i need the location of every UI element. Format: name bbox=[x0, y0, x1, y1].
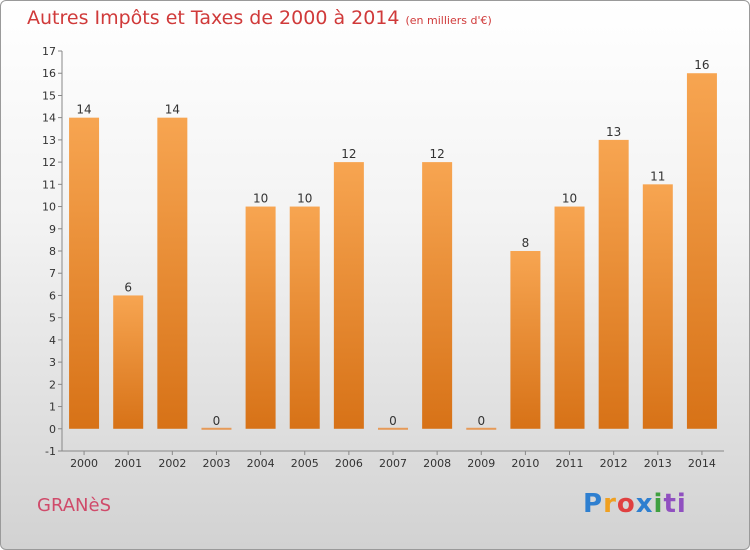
y-tick-label: 6 bbox=[49, 289, 56, 302]
bar bbox=[378, 427, 408, 430]
bar bbox=[554, 206, 585, 429]
y-tick-label: 16 bbox=[42, 67, 56, 80]
data-label: 11 bbox=[650, 169, 665, 183]
y-tick-label: 11 bbox=[42, 178, 56, 191]
data-label: 14 bbox=[76, 103, 91, 117]
y-tick-label: 4 bbox=[49, 334, 56, 347]
bar bbox=[69, 117, 100, 429]
data-label: 10 bbox=[253, 192, 268, 206]
x-tick-label: 2002 bbox=[158, 457, 186, 470]
y-tick-label: 13 bbox=[42, 134, 56, 147]
bar bbox=[686, 73, 717, 429]
x-tick-label: 2013 bbox=[644, 457, 672, 470]
bar bbox=[289, 206, 320, 429]
data-label: 12 bbox=[341, 147, 356, 161]
logo-letter: ti bbox=[663, 489, 687, 519]
logo-letter: r bbox=[603, 489, 617, 519]
data-label: 10 bbox=[562, 192, 577, 206]
logo-letter: i bbox=[653, 489, 664, 519]
y-tick-label: 9 bbox=[49, 223, 56, 236]
y-tick-label: -1 bbox=[45, 445, 56, 458]
y-tick-label: 12 bbox=[42, 156, 56, 169]
bar bbox=[333, 162, 364, 429]
proxiti-logo: Proxiti bbox=[583, 489, 687, 519]
data-label: 16 bbox=[694, 58, 709, 72]
x-tick-label: 2005 bbox=[291, 457, 319, 470]
chart-title: Autres Impôts et Taxes de 2000 à 2014 (en… bbox=[27, 7, 492, 29]
y-tick-label: 15 bbox=[42, 89, 56, 102]
y-tick-label: 0 bbox=[49, 423, 56, 436]
bar bbox=[422, 162, 453, 429]
x-tick-label: 2012 bbox=[600, 457, 628, 470]
bar bbox=[245, 206, 276, 429]
y-tick-label: 8 bbox=[49, 245, 56, 258]
chart-unit: (en milliers d'€) bbox=[405, 14, 492, 27]
x-tick-label: 2009 bbox=[467, 457, 495, 470]
x-tick-label: 2003 bbox=[202, 457, 230, 470]
x-tick-label: 2014 bbox=[688, 457, 716, 470]
x-tick-label: 2000 bbox=[70, 457, 98, 470]
bar bbox=[201, 427, 232, 430]
bar bbox=[510, 251, 541, 429]
y-tick-label: 14 bbox=[42, 112, 56, 125]
data-label: 0 bbox=[477, 414, 485, 428]
logo-letter: o bbox=[616, 489, 636, 519]
y-tick-label: 10 bbox=[42, 201, 56, 214]
y-tick-label: 1 bbox=[49, 401, 56, 414]
bar bbox=[113, 295, 144, 429]
data-label: 12 bbox=[429, 147, 444, 161]
commune-name: GRANèS bbox=[37, 495, 112, 516]
data-label: 0 bbox=[213, 414, 221, 428]
data-label: 10 bbox=[297, 192, 312, 206]
x-tick-label: 2004 bbox=[247, 457, 275, 470]
logo-letter: x bbox=[635, 489, 654, 519]
bar bbox=[466, 427, 497, 430]
bar bbox=[157, 117, 188, 429]
x-tick-label: 2008 bbox=[423, 457, 451, 470]
y-tick-label: 3 bbox=[49, 356, 56, 369]
x-tick-label: 2001 bbox=[114, 457, 142, 470]
bar bbox=[598, 139, 629, 429]
data-label: 14 bbox=[165, 103, 180, 117]
logo-letter: P bbox=[583, 489, 604, 519]
bar bbox=[642, 184, 673, 429]
data-label: 6 bbox=[124, 280, 132, 294]
y-tick-label: 7 bbox=[49, 267, 56, 280]
data-label: 13 bbox=[606, 125, 621, 139]
y-tick-label: 5 bbox=[49, 312, 56, 325]
x-tick-label: 2011 bbox=[556, 457, 584, 470]
data-label: 0 bbox=[389, 414, 397, 428]
y-tick-label: 17 bbox=[42, 45, 56, 58]
x-tick-label: 2006 bbox=[335, 457, 363, 470]
x-tick-label: 2007 bbox=[379, 457, 407, 470]
y-tick-label: 2 bbox=[49, 378, 56, 391]
x-tick-label: 2010 bbox=[511, 457, 539, 470]
chart-title-text: Autres Impôts et Taxes de 2000 à 2014 bbox=[27, 7, 400, 29]
data-label: 8 bbox=[522, 236, 530, 250]
